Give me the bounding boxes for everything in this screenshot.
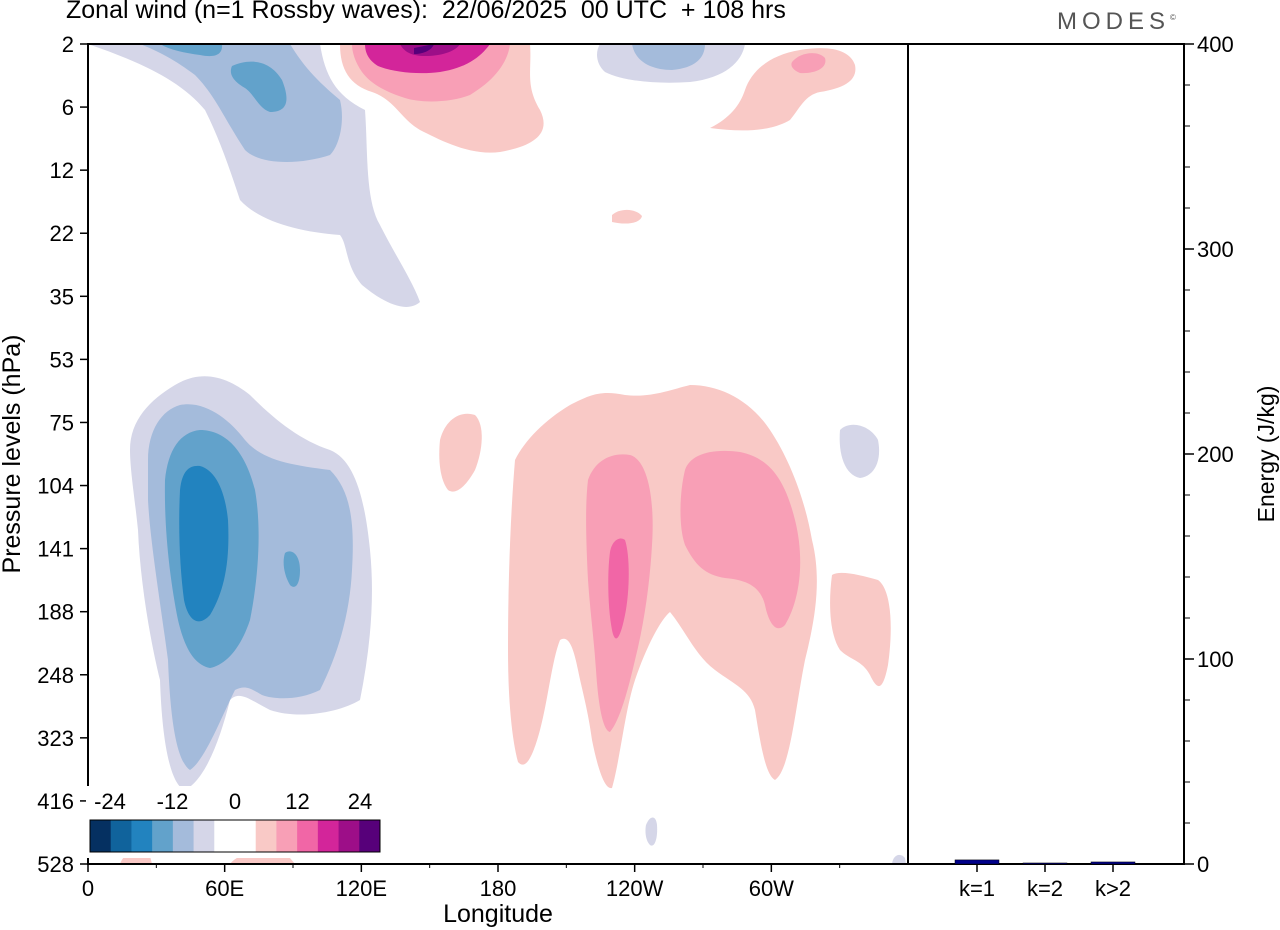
contour-field (88, 44, 906, 864)
energy-tick-label: 0 (1197, 852, 1209, 877)
colorbar-swatch (255, 820, 277, 852)
contour-pos-dot (612, 209, 642, 224)
y-tick-label: 248 (37, 663, 74, 688)
colorbar-swatch (152, 820, 174, 852)
colorbar-label: 24 (348, 789, 372, 814)
y-axis-label: Pressure levels (hPa) (0, 335, 26, 574)
contour-pos-strat-max (414, 44, 434, 54)
colorbar-swatch (276, 820, 298, 852)
energy-axis: 0 100 200 300 400 (1184, 32, 1234, 877)
energy-bar (1090, 861, 1136, 865)
y-tick-label: 416 (37, 789, 74, 814)
contour-neg-trop-core (179, 465, 229, 622)
colorbar: -24 -12 0 12 24 (86, 786, 384, 858)
energy-bars: k=1 k=2 k>2 (954, 859, 1136, 901)
colorbar-swatch (131, 820, 153, 852)
x-tick-label: 0 (82, 876, 94, 901)
contour-pos-trop-right (830, 572, 891, 687)
contour-pos-patch-right-inner (791, 53, 826, 74)
y-tick-label: 22 (50, 221, 74, 246)
colorbar-frame (89, 819, 381, 853)
colorbar-swatch (193, 820, 215, 852)
x-axis-label: Longitude (443, 900, 553, 928)
colorbar-swatch (172, 820, 195, 852)
y-tick-label: 6 (62, 95, 74, 120)
energy-axis-label: Energy (J/kg) (1253, 386, 1279, 523)
y-tick-label: 104 (37, 474, 74, 499)
y-tick-label: 188 (37, 600, 74, 625)
y-tick-label: 75 (50, 410, 74, 435)
contour-pos-trop-left (439, 413, 482, 492)
colorbar-swatch (317, 820, 340, 852)
x-tick-label: 120E (336, 876, 387, 901)
colorbar-swatch (338, 820, 360, 852)
energy-tick-label: 100 (1197, 647, 1234, 672)
energy-tick-label: 200 (1197, 442, 1234, 467)
contour-pos-trop-core (608, 538, 629, 639)
contour-neg-strat-inner (160, 44, 287, 112)
contour-neg-patch-top-inner (632, 44, 705, 70)
energy-tick-label: 300 (1197, 237, 1234, 262)
colorbar-swatch (90, 820, 112, 852)
energy-bar (1022, 862, 1068, 865)
y-tick-label: 323 (37, 726, 74, 751)
colorbar-swatch (235, 820, 257, 852)
y-tick-label: 141 (37, 537, 74, 562)
y-tick-label: 12 (50, 158, 74, 183)
colorbar-label: 12 (285, 789, 309, 814)
y-axis: 2 6 12 22 35 53 75 104 141 188 248 323 416 528 (37, 32, 88, 877)
bar-category-label: k>2 (1095, 876, 1131, 901)
energy-tick-label: 400 (1197, 32, 1234, 57)
colorbar-swatch (297, 820, 319, 852)
bar-category-label: k=2 (1027, 876, 1063, 901)
colorbar-label: -24 (94, 789, 126, 814)
brand-logo: MODES© (1057, 8, 1176, 36)
brand-text: MODES (1057, 8, 1171, 35)
brand-mark: © (1170, 13, 1176, 22)
y-tick-label: 528 (37, 852, 74, 877)
y-tick-label: 53 (50, 347, 74, 372)
x-tick-label: 180 (480, 876, 517, 901)
contour-neg-patch-low (645, 817, 658, 846)
x-tick-label: 60W (749, 876, 794, 901)
y-tick-label: 35 (50, 284, 74, 309)
colorbar-swatch (110, 820, 132, 852)
colorbar-label: 0 (229, 789, 241, 814)
contour-neg-patch-bottom (892, 854, 906, 864)
colorbar-label: -12 (157, 789, 189, 814)
x-tick-label: 120W (606, 876, 664, 901)
chart-title: Zonal wind (n=1 Rossby waves): 22/06/202… (66, 0, 786, 24)
x-axis: 0 60E 120E 180 120W 60W (82, 864, 841, 901)
contour-pos-trop-mid-b (680, 450, 801, 629)
contour-neg-strat-mid (140, 44, 342, 162)
x-tick-label: 60E (205, 876, 244, 901)
energy-bar (954, 859, 1000, 865)
y-tick-label: 2 (62, 32, 74, 57)
bar-category-label: k=1 (959, 876, 995, 901)
contour-neg-patch-right (839, 424, 880, 478)
bar-frame (907, 43, 1185, 865)
colorbar-swatch (214, 820, 236, 852)
contour-pos-strat-inner (365, 44, 490, 74)
colorbar-swatch (359, 820, 381, 852)
